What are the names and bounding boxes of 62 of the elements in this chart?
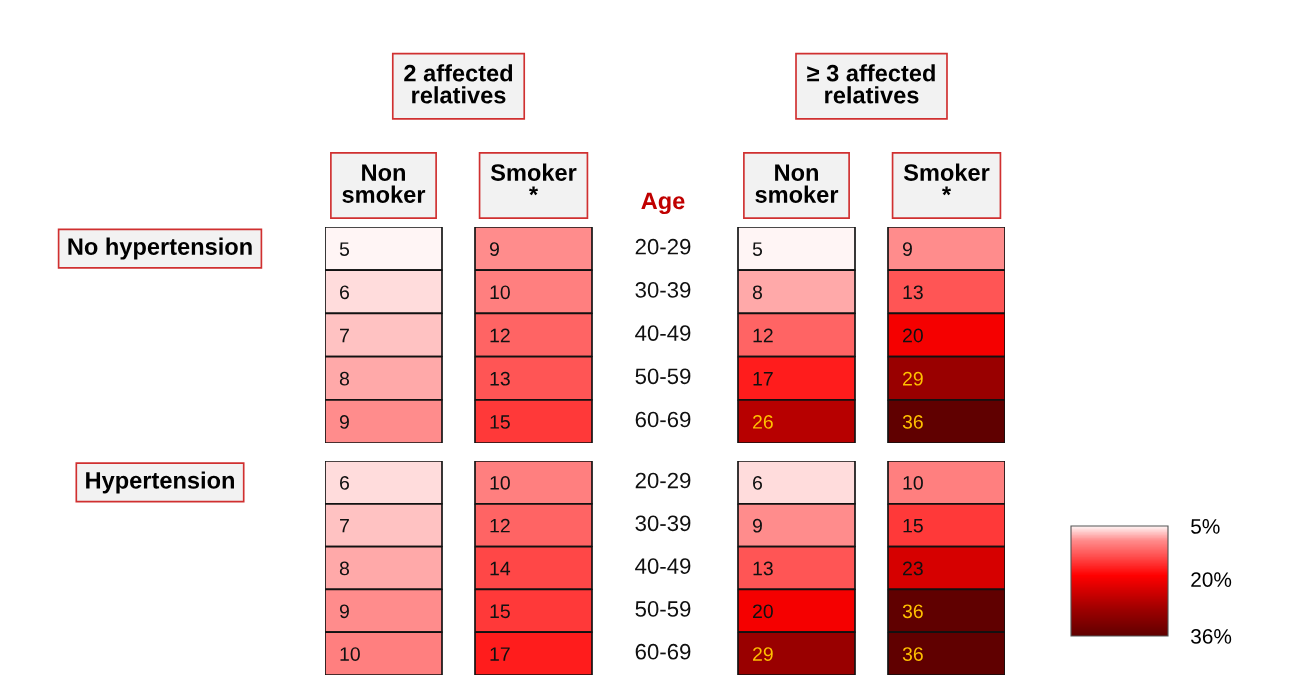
data-label: 10	[490, 285, 510, 300]
data-label: 13	[903, 285, 923, 300]
data-label: 8	[752, 285, 763, 300]
data-label: 8	[339, 561, 350, 576]
y-tick-label: 20-29	[635, 472, 691, 489]
data-label: 7	[340, 518, 349, 533]
y-tick-label: 50-59	[635, 368, 691, 385]
data-label: 6	[753, 475, 762, 490]
y-axis-title: Hypertension	[86, 471, 234, 494]
data-label: 6	[340, 475, 349, 490]
y-tick-label: 20-29	[635, 238, 691, 255]
data-label: 10	[340, 647, 360, 661]
data-label: 29	[753, 647, 773, 661]
data-label: 9	[902, 242, 912, 256]
color-bar-label: 36%	[1191, 629, 1232, 644]
y-tick-label: 60-69	[635, 411, 691, 428]
x-tick-label: Smoker *	[903, 163, 990, 196]
data-label: 9	[339, 415, 349, 429]
data-label: 6	[340, 285, 349, 300]
data-label: 12	[753, 328, 773, 343]
x-tick-label: Smoker *	[490, 163, 577, 196]
data-label: 12	[490, 328, 510, 343]
data-label: 23	[903, 561, 923, 576]
data-label: 20	[903, 328, 923, 343]
data-label: 17	[753, 372, 773, 386]
data-label: 17	[490, 647, 510, 661]
data-label: 36	[902, 415, 923, 429]
x-tick-label: Non smoker	[342, 164, 426, 203]
data-label: 14	[490, 561, 511, 576]
data-label: 9	[752, 518, 762, 533]
data-label: 36	[902, 604, 923, 619]
data-label: 9	[489, 242, 499, 256]
y-tick-label: 60-69	[635, 643, 691, 660]
data-label: 5	[339, 242, 350, 256]
data-label: 9	[339, 604, 349, 619]
data-label: 8	[339, 371, 350, 386]
data-label: 15	[490, 604, 510, 619]
x-tick-label: Non smoker	[755, 164, 839, 203]
y-axis-title: No hypertension	[68, 237, 252, 260]
y-tick-label: 40-49	[635, 325, 691, 341]
data-label: 10	[903, 475, 923, 490]
data-label: 13	[490, 371, 510, 386]
data-label: 15	[903, 518, 923, 533]
color-bar-label: 20%	[1191, 572, 1232, 587]
text: ≥ 3 affected relatives	[807, 64, 935, 104]
data-label: 20	[753, 604, 773, 619]
data-label: 5	[752, 242, 763, 256]
y-tick-label: 30-39	[635, 282, 691, 298]
data-label: 15	[490, 415, 510, 429]
data-label: 7	[340, 328, 349, 343]
color-bar-label: 5%	[1191, 519, 1220, 534]
y-tick-label: 50-59	[635, 601, 691, 617]
y-tick-label: 30-39	[635, 515, 691, 532]
data-label: 29	[903, 371, 923, 386]
data-label: 10	[490, 475, 510, 490]
data-label: 12	[490, 518, 510, 533]
text: Age	[641, 192, 685, 215]
data-label: 26	[753, 415, 773, 429]
text: 2 affected relatives	[404, 64, 513, 104]
data-label: 13	[753, 561, 773, 576]
y-tick-label: 40-49	[635, 558, 691, 574]
data-label: 36	[902, 647, 923, 661]
